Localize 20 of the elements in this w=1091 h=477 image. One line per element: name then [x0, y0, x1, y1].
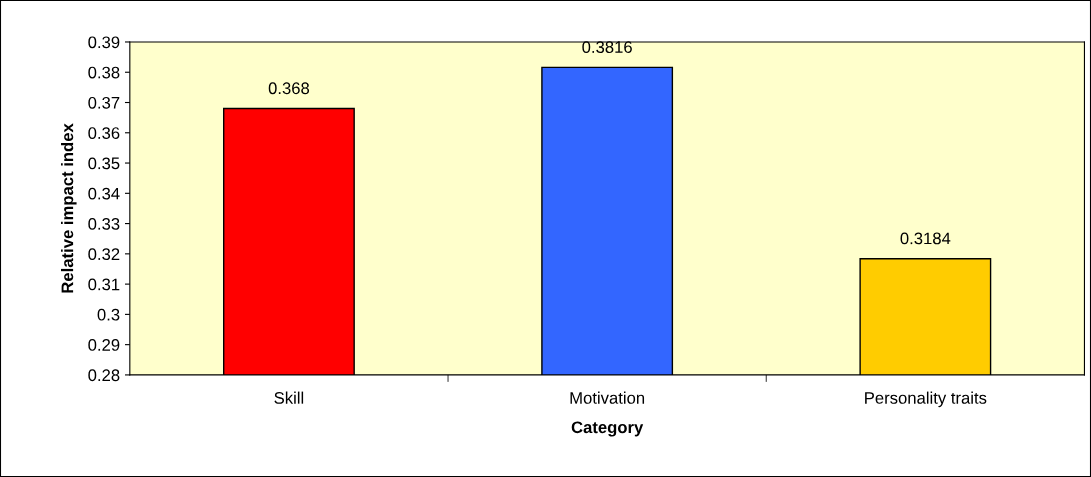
y-tick-label: 0.37 [88, 96, 120, 109]
y-axis-title: Relative impact index [61, 123, 77, 293]
x-tick-label: Motivation [570, 391, 645, 404]
y-tick-label: 0.31 [88, 278, 120, 291]
x-tick-label: Personality traits [865, 391, 987, 408]
data-label: 0.3816 [582, 41, 632, 53]
y-tick-label: 0.29 [88, 339, 120, 351]
y-tick-label: 0.39 [88, 36, 120, 49]
x-axis-title: Category [571, 421, 644, 437]
y-tick-label: 0.38 [88, 66, 120, 79]
x-tick-label: Skill [274, 391, 304, 404]
y-tick-label: 0.28 [88, 369, 120, 382]
y-tick-label: 0.36 [88, 127, 120, 139]
y-tick-label: 0.32 [88, 248, 120, 261]
data-label: 0.3184 [900, 232, 951, 245]
y-tick-label: 0.3 [97, 308, 120, 321]
data-label: 0.368 [268, 82, 310, 95]
y-tick-label: 0.33 [88, 217, 120, 230]
y-tick-label: 0.34 [88, 187, 120, 200]
y-tick-label: 0.35 [88, 157, 120, 170]
